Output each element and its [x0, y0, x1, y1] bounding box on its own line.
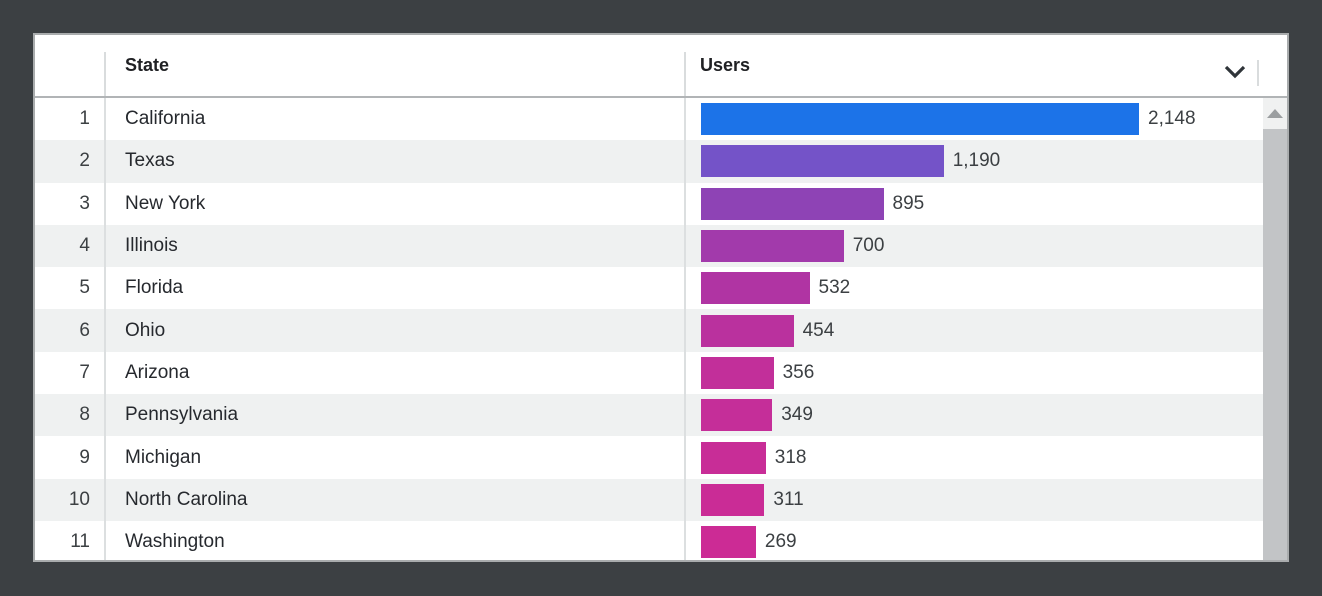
users-bar — [701, 272, 810, 305]
row-users-cell: 700 — [701, 225, 884, 267]
row-state: Ohio — [125, 319, 166, 341]
users-bar — [701, 314, 794, 347]
chevron-down-icon[interactable] — [1223, 64, 1247, 80]
users-value: 311 — [773, 488, 804, 510]
row-state: Illinois — [125, 235, 178, 257]
table-row[interactable]: 1 California 2,148 — [35, 98, 1263, 141]
table-row[interactable]: 7 Arizona 356 — [35, 351, 1263, 395]
users-value: 356 — [782, 361, 815, 383]
users-value: 2,148 — [1148, 108, 1196, 130]
users-value: 318 — [774, 446, 807, 468]
users-value: 349 — [781, 404, 813, 426]
row-users-cell: 269 — [701, 521, 797, 560]
users-bar — [701, 441, 766, 474]
users-value: 895 — [892, 192, 925, 214]
table-row[interactable]: 3 New York 895 — [35, 182, 1263, 225]
table-header: State Users — [35, 35, 1287, 98]
users-value: 269 — [764, 531, 797, 553]
row-state: Michigan — [125, 446, 202, 468]
row-state: Texas — [125, 150, 175, 172]
row-users-cell: 318 — [701, 436, 807, 478]
users-bar — [701, 356, 774, 389]
column-header-users[interactable]: Users — [700, 55, 751, 75]
users-value: 454 — [802, 319, 835, 341]
row-users-cell: 895 — [701, 183, 924, 225]
row-rank: 3 — [79, 192, 90, 214]
table-row[interactable]: 4 Illinois 700 — [35, 224, 1263, 268]
row-rank: 11 — [70, 531, 90, 553]
row-users-cell: 2,148 — [701, 98, 1196, 140]
users-value: 1,190 — [952, 150, 1001, 172]
vertical-scrollbar[interactable] — [1263, 98, 1287, 560]
users-bar — [701, 230, 844, 263]
table-row[interactable]: 8 Pennsylvania 349 — [35, 394, 1263, 437]
row-rank: 10 — [68, 488, 90, 510]
row-rank: 1 — [79, 108, 90, 130]
table-row[interactable]: 10 North Carolina 311 — [35, 478, 1263, 521]
header-divider — [104, 52, 106, 96]
row-rank: 8 — [79, 404, 90, 426]
users-bar — [701, 145, 944, 178]
scroll-up-arrow-icon — [1267, 109, 1283, 118]
row-users-cell: 1,190 — [701, 140, 1000, 182]
users-bar — [701, 187, 884, 220]
users-bar — [701, 399, 773, 432]
row-users-cell: 349 — [701, 394, 813, 436]
table-row[interactable]: 5 Florida 532 — [35, 267, 1263, 310]
users-value: 532 — [818, 277, 851, 299]
scroll-up-button[interactable] — [1263, 98, 1287, 129]
header-divider — [684, 52, 686, 96]
table-row[interactable]: 2 Texas 1,190 — [35, 140, 1263, 183]
users-by-state-table-panel: State Users 1 California 2,148 2 Texas 1… — [33, 33, 1289, 562]
table-row[interactable]: 9 Michigan 318 — [35, 436, 1263, 479]
header-divider — [1257, 60, 1259, 86]
row-users-cell: 454 — [701, 309, 834, 351]
row-rank: 7 — [79, 361, 90, 383]
table-row[interactable]: 11 Washington 269 — [35, 520, 1263, 560]
column-header-state[interactable]: State — [125, 55, 170, 75]
users-bar — [701, 526, 756, 559]
row-rank: 9 — [79, 446, 90, 468]
row-state: New York — [125, 192, 206, 214]
users-bar — [701, 483, 765, 516]
row-state: Pennsylvania — [125, 404, 239, 426]
row-users-cell: 356 — [701, 352, 814, 394]
table-body: 1 California 2,148 2 Texas 1,190 3 New Y… — [35, 98, 1263, 560]
scrollbar-thumb[interactable] — [1263, 129, 1287, 560]
row-state: Arizona — [125, 361, 190, 383]
row-rank: 4 — [79, 235, 90, 257]
row-rank: 6 — [79, 319, 90, 341]
row-state: Washington — [125, 531, 225, 553]
users-bar — [701, 103, 1139, 136]
row-rank: 5 — [79, 277, 90, 299]
row-rank: 2 — [79, 150, 90, 172]
row-state: North Carolina — [125, 488, 248, 510]
users-value: 700 — [852, 235, 885, 257]
row-state: California — [125, 108, 206, 130]
row-state: Florida — [125, 277, 184, 299]
row-users-cell: 311 — [701, 479, 804, 521]
table-row[interactable]: 6 Ohio 454 — [35, 309, 1263, 352]
row-users-cell: 532 — [701, 267, 850, 309]
